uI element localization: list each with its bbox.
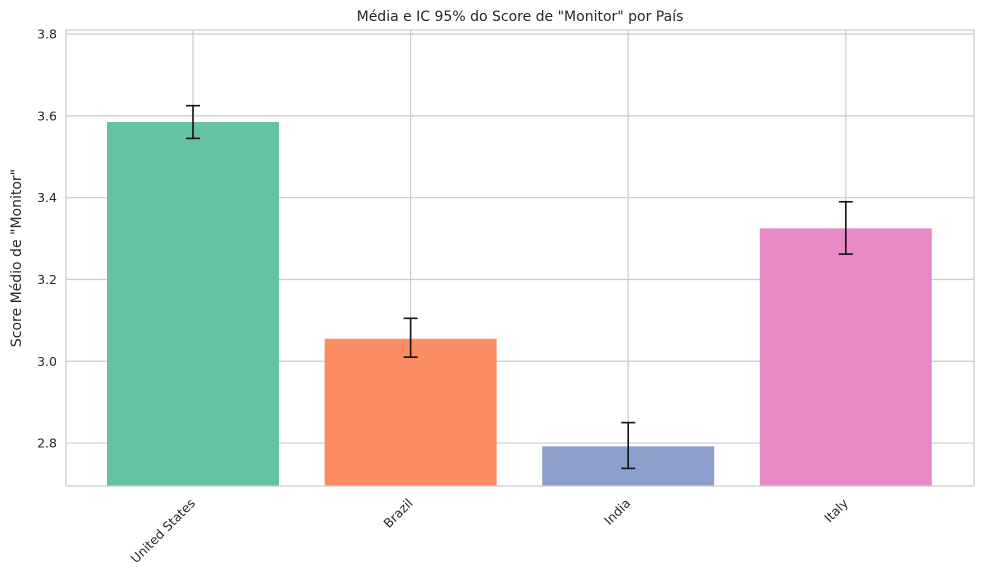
- bars: [107, 122, 932, 486]
- bar-brazil: [324, 338, 497, 486]
- y-tick-label: 3.8: [37, 27, 57, 42]
- x-tick-label: Brazil: [380, 496, 415, 531]
- y-tick-label: 2.8: [37, 436, 57, 451]
- error-bar: [186, 104, 200, 140]
- x-tick-label: India: [601, 496, 633, 528]
- y-tick-labels: 2.8 3.0 3.2 3.4 3.6 3.8: [37, 27, 57, 451]
- bar-united-states: [107, 122, 279, 486]
- y-tick-label: 3.2: [37, 272, 57, 287]
- error-bar: [838, 200, 853, 255]
- y-tick-label: 3.4: [37, 190, 57, 205]
- x-tick-label: United States: [128, 496, 198, 566]
- error-bar: [621, 421, 636, 470]
- chart-title: Média e IC 95% do Score de "Monitor" por…: [357, 9, 684, 25]
- x-tick-label: Italy: [821, 495, 851, 525]
- error-bar: [403, 317, 418, 358]
- bar-italy: [759, 228, 932, 486]
- plot-frame: [65, 29, 975, 487]
- error-bars: [186, 104, 853, 470]
- y-axis-label: Score Médio de "Monitor": [9, 169, 25, 347]
- x-tick-labels: United States Brazil India Italy: [128, 495, 852, 566]
- y-tick-label: 3.6: [37, 108, 57, 123]
- y-tick-label: 3.0: [37, 354, 57, 369]
